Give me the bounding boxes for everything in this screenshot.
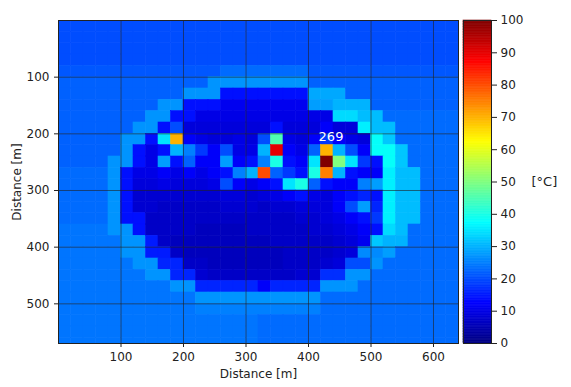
svg-text:10: 10 (501, 304, 516, 318)
svg-text:269: 269 (319, 129, 344, 144)
svg-text:Distance [m]: Distance [m] (10, 143, 24, 220)
svg-text:400: 400 (297, 350, 320, 364)
svg-text:90: 90 (501, 46, 516, 60)
svg-text:80: 80 (501, 78, 516, 92)
svg-text:30: 30 (501, 239, 516, 253)
svg-text:100: 100 (27, 70, 50, 84)
svg-text:400: 400 (27, 240, 50, 254)
svg-text:600: 600 (422, 350, 445, 364)
svg-text:[°C]: [°C] (532, 174, 558, 189)
svg-text:100: 100 (501, 13, 524, 27)
svg-text:200: 200 (27, 127, 50, 141)
svg-text:200: 200 (172, 350, 195, 364)
svg-text:300: 300 (235, 350, 258, 364)
svg-text:0: 0 (501, 336, 509, 350)
svg-text:40: 40 (501, 207, 516, 221)
svg-text:20: 20 (501, 272, 516, 286)
svg-text:50: 50 (501, 175, 516, 189)
svg-text:Distance [m]: Distance [m] (220, 367, 297, 381)
svg-text:100: 100 (110, 350, 133, 364)
svg-text:300: 300 (27, 183, 50, 197)
svg-text:500: 500 (360, 350, 383, 364)
svg-text:60: 60 (501, 143, 516, 157)
svg-text:70: 70 (501, 110, 516, 124)
svg-text:500: 500 (27, 297, 50, 311)
